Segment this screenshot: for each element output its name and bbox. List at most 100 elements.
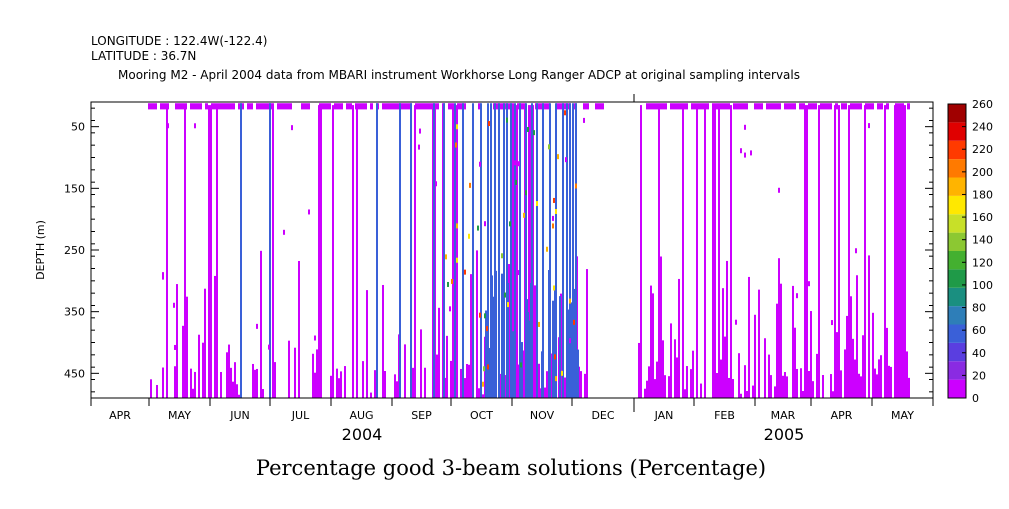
heatmap-cell [314, 372, 316, 398]
heatmap-cell [181, 103, 184, 110]
heatmap-cell [214, 275, 216, 398]
heatmap-cell [536, 103, 538, 398]
heatmap-cell [479, 161, 481, 167]
colorbar-swatch [948, 232, 966, 251]
heatmap-cell [148, 103, 151, 110]
heatmap-cell [166, 105, 168, 398]
heatmap-cell [456, 257, 458, 263]
heatmap-cell [846, 315, 848, 398]
heatmap-cell [704, 319, 706, 325]
heatmap-cell [509, 221, 511, 227]
heatmap-cell [430, 103, 433, 110]
heatmap-cell [652, 103, 655, 110]
heatmap-cell [648, 366, 650, 398]
heatmap-cell [720, 359, 722, 398]
heatmap-cell [466, 364, 468, 398]
heatmap-cell [355, 103, 358, 110]
heatmap-cell [841, 103, 844, 110]
heatmap-cell [448, 103, 451, 110]
heatmap-cell [344, 366, 346, 398]
heatmap-cell [515, 179, 517, 185]
x-month-label: JUN [229, 409, 250, 422]
heatmap-cell [468, 233, 470, 239]
heatmap-cell [808, 281, 810, 287]
heatmap-cell [722, 288, 724, 398]
x-month-label: MAR [771, 409, 796, 422]
colorbar-label: 80 [972, 302, 986, 315]
heatmap-cell [808, 371, 810, 398]
heatmap-cell [652, 293, 654, 398]
heatmap-cell [230, 367, 232, 398]
x-month-label: APR [109, 409, 131, 422]
heatmap-cell [778, 103, 781, 110]
heatmap-cell [469, 182, 471, 188]
colorbar-swatch [948, 324, 966, 343]
heatmap-cell [562, 103, 564, 398]
heatmap-cell [840, 370, 842, 398]
latitude-label: LATITUDE : 36.7N [91, 49, 196, 63]
heatmap-cell [232, 103, 235, 110]
heatmap-cell [832, 391, 834, 398]
colorbar-swatch [948, 251, 966, 270]
heatmap-cell [712, 103, 715, 110]
heatmap-cell [514, 103, 516, 398]
heatmap-cell [638, 342, 640, 398]
heatmap-cell [391, 103, 394, 110]
heatmap-cell [704, 105, 706, 398]
heatmap-cell [649, 103, 652, 110]
heatmap-cell [291, 125, 293, 131]
heatmap-cell [226, 352, 228, 398]
heatmap-cell [190, 103, 193, 110]
heatmap-cell [601, 103, 604, 110]
heatmap-cell [784, 372, 786, 398]
heatmap-cell [382, 284, 384, 398]
heatmap-cell [307, 103, 310, 110]
heatmap-cell [490, 103, 492, 398]
heatmap-cell [217, 103, 220, 110]
heatmap-cell [167, 123, 169, 129]
heatmap-cell [696, 105, 698, 398]
colorbar-swatch [948, 361, 966, 380]
heatmap-cell [194, 371, 196, 398]
heatmap-cell [336, 368, 338, 398]
heatmap-cell [787, 103, 790, 110]
heatmap-cell [718, 105, 720, 398]
heatmap-cell [546, 246, 548, 252]
heatmap-cell [194, 123, 196, 129]
heatmap-cell [482, 394, 484, 398]
colorbar-swatch [948, 140, 966, 160]
heatmap-cell [691, 103, 694, 110]
heatmap-cell [226, 103, 229, 110]
heatmap-cell [228, 344, 230, 398]
colorbar-label: 120 [972, 256, 993, 269]
heatmap-cell [508, 103, 511, 110]
heatmap-cell [370, 103, 373, 110]
heatmap-cell [784, 103, 787, 110]
heatmap-cell [740, 148, 742, 154]
heatmap-cell [523, 103, 526, 110]
heatmap-cell [503, 103, 505, 398]
heatmap-cell [895, 103, 898, 110]
heatmap-cell [859, 103, 862, 110]
heatmap-cell [721, 103, 724, 110]
heatmap-cell [316, 349, 318, 398]
y-tick-label: 250 [64, 244, 85, 257]
heatmap-cell [668, 376, 670, 398]
heatmap-cell [906, 351, 908, 398]
heatmap-cell [185, 321, 187, 327]
heatmap-cell [690, 369, 692, 398]
x-month-label: MAY [891, 409, 914, 422]
heatmap-cell [277, 103, 280, 110]
heatmap-cell [338, 378, 340, 398]
heatmap-cell [806, 105, 808, 398]
heatmap-cell [236, 384, 238, 398]
heatmap-cell [538, 103, 541, 110]
heatmap-cell [460, 368, 462, 398]
heatmap-cell [744, 152, 746, 158]
heatmap-cell [586, 269, 588, 398]
x-month-label: JAN [654, 409, 674, 422]
heatmap-cell [208, 105, 210, 398]
heatmap-cell [853, 103, 856, 110]
heatmap-cell [340, 371, 342, 398]
heatmap-cell [511, 103, 514, 110]
